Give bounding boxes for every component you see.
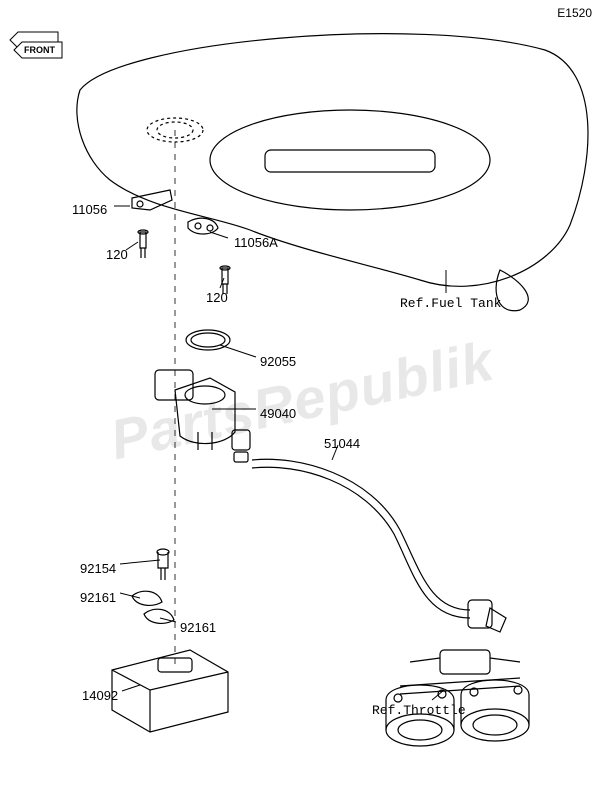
part-callout: 14092 — [82, 688, 118, 703]
part-callout: 120 — [206, 290, 228, 305]
diagram-code: E1520 — [557, 6, 592, 20]
leader-lines — [0, 0, 604, 800]
part-callout: 92055 — [260, 354, 296, 369]
reference-text: Ref.Fuel Tank — [400, 296, 501, 311]
part-callout: 11056A — [234, 235, 278, 250]
part-callout: 51044 — [324, 436, 360, 451]
part-callout: 92161 — [80, 590, 116, 605]
part-callout: 120 — [106, 247, 128, 262]
front-label: FRONT — [24, 45, 55, 55]
reference-text: Ref.Throttle — [372, 703, 466, 718]
part-callout: 11056 — [72, 202, 107, 217]
part-callout: 49040 — [260, 406, 296, 421]
front-direction-badge: FRONT — [8, 30, 64, 65]
part-callout: 92161 — [180, 620, 216, 635]
part-callout: 92154 — [80, 561, 116, 576]
